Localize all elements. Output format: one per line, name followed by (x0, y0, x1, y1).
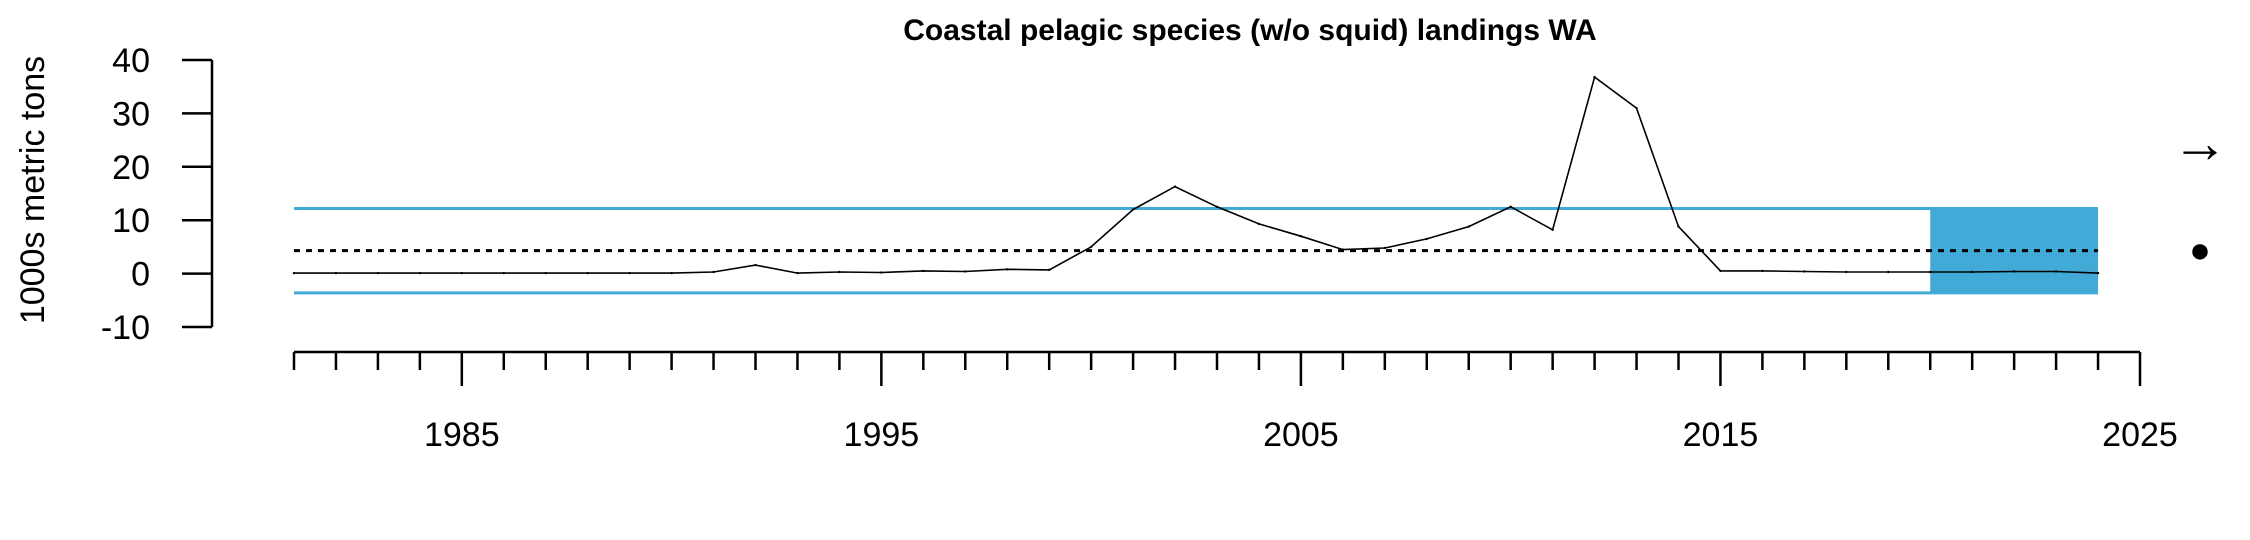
y-tick-label: -10 (101, 309, 150, 347)
data-point (292, 271, 296, 275)
data-point (1215, 205, 1219, 209)
x-tick-label: 1995 (844, 416, 920, 454)
data-point (2012, 270, 2016, 273)
data-point (964, 270, 967, 273)
data-point (586, 271, 589, 275)
data-point (628, 271, 631, 275)
x-tick-label: 2005 (1263, 416, 1339, 454)
trend-arrow-icon: → (2172, 111, 2228, 174)
data-point (418, 271, 422, 275)
data-point (1509, 205, 1512, 209)
x-tick-label: 1985 (424, 416, 500, 454)
y-axis-label: 1000s metric tons (14, 56, 52, 324)
data-point (880, 271, 883, 274)
data-point (1173, 185, 1177, 188)
data-point (1929, 270, 1932, 274)
data-point (1299, 235, 1303, 238)
data-point (2096, 271, 2100, 275)
data-point (1845, 270, 1848, 274)
y-tick-label: 10 (112, 202, 150, 240)
data-point (1970, 270, 1974, 274)
data-point (1593, 75, 1596, 79)
data-point (1425, 237, 1428, 241)
x-tick-label: 2015 (1683, 416, 1759, 454)
data-point (1047, 268, 1051, 272)
data-point (460, 271, 464, 275)
data-point (838, 270, 841, 274)
data-point (544, 271, 547, 275)
data-point (712, 270, 715, 274)
data-point (1257, 222, 1261, 226)
data-point (1635, 106, 1638, 110)
data-point (1341, 248, 1345, 251)
y-tick-label: 30 (112, 95, 150, 133)
data-point (1467, 225, 1470, 228)
data-point (796, 271, 799, 275)
data-point (1803, 270, 1806, 273)
y-tick-label: 20 (112, 149, 150, 187)
data-point (922, 269, 925, 273)
data-point (334, 271, 338, 275)
data-point (1761, 269, 1764, 273)
data-point (1551, 228, 1554, 232)
data-point (1383, 246, 1387, 250)
y-tick-label: 0 (131, 256, 150, 294)
data-point (754, 263, 757, 267)
series-line-0 (294, 75, 2099, 274)
data-point (1677, 225, 1680, 228)
data-point (1131, 208, 1135, 211)
status-dot-icon: ● (2189, 229, 2211, 270)
data-point (1006, 268, 1009, 271)
data-point (1887, 270, 1890, 274)
data-point (670, 271, 673, 275)
x-tick-label: 2025 (2102, 416, 2178, 454)
data-point (2054, 270, 2058, 273)
y-tick-label: 40 (112, 42, 150, 80)
data-point (376, 271, 380, 275)
data-point (502, 271, 505, 275)
data-point (1089, 245, 1093, 249)
data-point (1719, 269, 1722, 273)
chart-title: Coastal pelagic species (w/o squid) land… (903, 14, 1596, 47)
